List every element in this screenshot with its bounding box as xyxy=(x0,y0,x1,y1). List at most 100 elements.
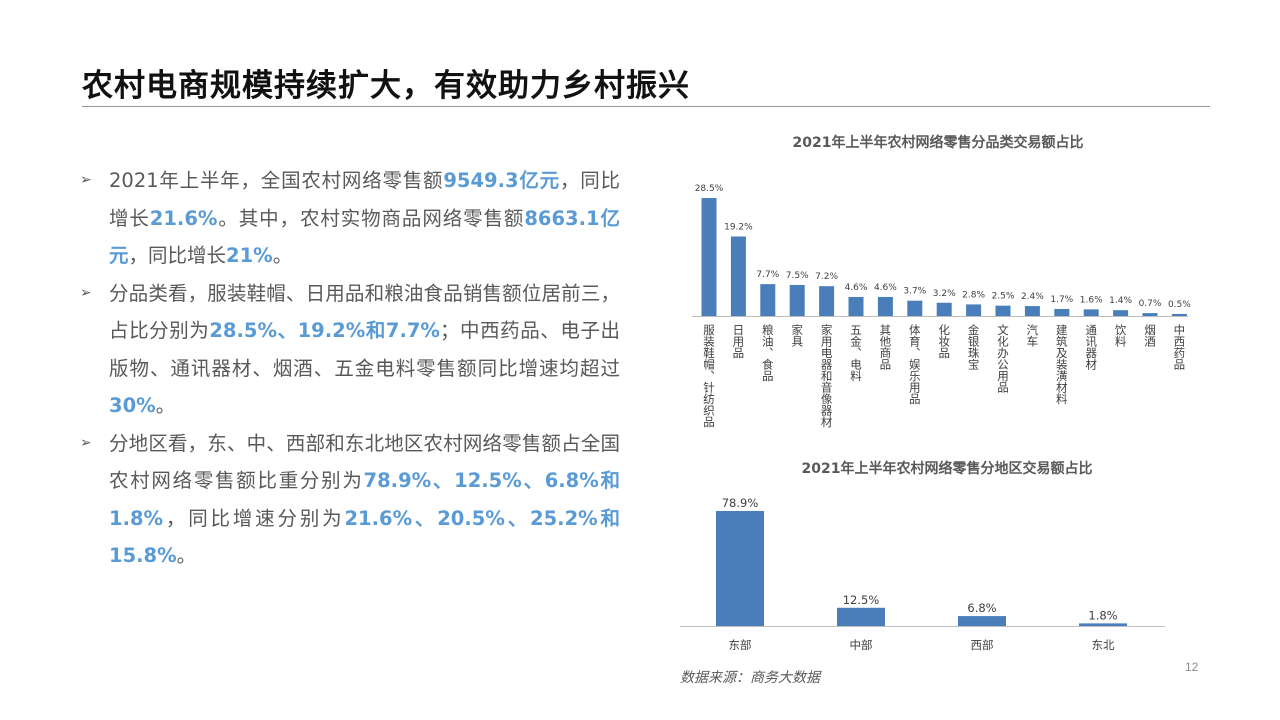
region-chart-title: 2021年上半年农村网络零售分地区交易额占比 xyxy=(802,460,1093,477)
highlight-text: 21.6% xyxy=(149,206,218,230)
bullet-list: ➢ 2021年上半年，全国农村网络零售额9549.3亿元，同比增长21.6%。其… xyxy=(80,162,620,575)
category-bar xyxy=(966,304,982,316)
category-data-label: 2.8% xyxy=(962,290,985,300)
category-data-label: 1.6% xyxy=(1080,295,1103,305)
category-tick-label: 建筑及装潢材料 xyxy=(1055,323,1069,405)
category-bar xyxy=(730,236,746,316)
category-bar xyxy=(907,300,923,316)
category-data-label: 0.5% xyxy=(1168,300,1191,310)
bullet-text: 分地区看，东、中、西部和东北地区农村网络零售额占全国农村网络零售额比重分别为78… xyxy=(109,432,620,568)
category-data-label: 3.2% xyxy=(933,289,956,299)
category-tick-label: 文化办公用品 xyxy=(996,323,1010,393)
category-tick-label: 服装鞋帽、针纺织品 xyxy=(702,324,716,428)
category-tick-label: 通讯器材 xyxy=(1084,324,1098,370)
category-tick-label: 金银珠宝 xyxy=(967,323,981,370)
region-bar xyxy=(837,607,885,626)
data-source-note: 数据来源：商务大数据 xyxy=(680,670,820,686)
category-tick-label: 日用品 xyxy=(731,324,745,359)
bullet-item: ➢ 2021年上半年，全国农村网络零售额9549.3亿元，同比增长21.6%。其… xyxy=(80,162,620,275)
category-bar xyxy=(819,286,835,316)
highlight-text: 30% xyxy=(109,394,156,417)
category-data-label: 1.4% xyxy=(1109,296,1132,306)
highlight-text: 8663.1亿元 xyxy=(109,206,620,268)
category-bar xyxy=(1171,313,1187,316)
category-bar xyxy=(1113,310,1129,316)
category-data-label: 7.5% xyxy=(786,271,809,281)
body-text: ；中西药品、电子出版物、通讯器材、烟酒、五金电料零售额同比增速均超过 xyxy=(109,319,620,380)
region-tick-label: 西部 xyxy=(971,638,994,652)
region-data-label: 12.5% xyxy=(843,593,880,607)
category-tick-label: 饮料 xyxy=(1114,324,1128,348)
category-data-label: 4.6% xyxy=(874,283,897,293)
category-data-label: 7.7% xyxy=(756,270,779,280)
region-data-label: 6.8% xyxy=(967,601,996,615)
highlight-text: 78.9%、12.5%、6.8%和1.8% xyxy=(109,469,620,530)
region-bar xyxy=(958,616,1006,626)
region-bar xyxy=(1079,623,1127,626)
body-text: 。 xyxy=(176,544,197,567)
category-bar-chart: 28.5% 服装鞋帽、针纺织品 19.2% 日用品 7.7% 粮油、食品 7.5% 家具 7.2… xyxy=(692,184,1191,428)
category-data-label: 7.2% xyxy=(815,272,838,282)
bullet-item: ➢ 分品类看，服装鞋帽、日用品和粮油食品销售额位居前三，占比分别为28.5%、1… xyxy=(80,275,620,425)
category-tick-label: 汽车 xyxy=(1025,323,1039,348)
body-text: 。其中，农村实物商品网络零售额 xyxy=(217,206,525,230)
category-bar xyxy=(1142,313,1158,316)
category-bar xyxy=(1054,308,1070,316)
region-data-label: 1.8% xyxy=(1088,608,1117,622)
arrow-bullet-icon: ➢ xyxy=(80,284,92,301)
body-text: 分地区看，东、中、西部和东北地区农村网络零售额占全国农村网络零售额比重分别为 xyxy=(109,431,620,493)
arrow-bullet-icon: ➢ xyxy=(80,434,92,451)
title-divider xyxy=(82,106,1210,107)
category-data-label: 4.6% xyxy=(845,283,868,293)
category-data-label: 1.7% xyxy=(1050,295,1073,305)
category-data-label: 2.4% xyxy=(1021,292,1044,302)
category-bar xyxy=(1024,306,1040,316)
body-text: 分品类看，服装鞋帽、日用品和粮油食品销售额位居前三，占比分别为 xyxy=(109,281,620,343)
category-data-label: 19.2% xyxy=(724,223,753,233)
category-data-label: 2.5% xyxy=(992,292,1015,302)
highlight-text: 21% xyxy=(226,244,273,267)
highlight-text: 28.5%、19.2%和7.7% xyxy=(209,319,440,342)
bullet-text: 分品类看，服装鞋帽、日用品和粮油食品销售额位居前三，占比分别为28.5%、19.… xyxy=(109,282,620,418)
slide-title: 农村电商规模持续扩大，有效助力乡村振兴 xyxy=(82,68,690,104)
category-bar xyxy=(701,198,717,316)
category-data-label: 0.7% xyxy=(1139,299,1162,309)
category-bar xyxy=(848,296,864,316)
category-bar xyxy=(936,302,952,316)
body-text: 。 xyxy=(155,394,176,417)
category-bar xyxy=(760,284,776,316)
highlight-text: 21.6%、20.5%、25.2%和15.8% xyxy=(109,506,620,568)
region-bar xyxy=(716,511,764,626)
category-tick-label: 家用电器和音像器材 xyxy=(820,323,834,427)
body-text: ，同比增速分别为 xyxy=(163,506,345,530)
category-tick-label: 粮油、食品 xyxy=(761,323,775,381)
category-bar xyxy=(877,296,893,316)
region-tick-label: 中部 xyxy=(850,638,873,652)
category-tick-label: 中西药品 xyxy=(1172,324,1186,370)
region-tick-label: 东北 xyxy=(1092,638,1115,652)
arrow-bullet-icon: ➢ xyxy=(80,172,92,188)
category-tick-label: 其他商品 xyxy=(878,324,892,370)
highlight-text: 9549.3亿元 xyxy=(443,169,560,192)
bullet-item: ➢ 分地区看，东、中、西部和东北地区农村网络零售额占全国农村网络零售额比重分别为… xyxy=(80,425,620,575)
category-data-label: 3.7% xyxy=(903,287,926,297)
bullet-text: 2021年上半年，全国农村网络零售额9549.3亿元，同比增长21.6%。其中，… xyxy=(109,169,620,267)
body-text: ，同比增长 xyxy=(109,169,620,230)
category-bar xyxy=(789,284,805,316)
body-text: 2021年上半年，全国农村网络零售额 xyxy=(109,169,444,192)
body-text: 。 xyxy=(272,244,293,267)
page-number: 12 xyxy=(1185,660,1199,674)
category-tick-label: 化妆品 xyxy=(937,323,951,358)
region-tick-label: 东部 xyxy=(729,638,752,652)
category-bar xyxy=(995,305,1011,316)
category-tick-label: 家具 xyxy=(790,323,804,347)
region-bar-chart: 78.9% 东部 12.5% 中部 6.8% 西部 1.8% 东北 xyxy=(680,496,1165,652)
body-text: ，同比增长 xyxy=(128,244,227,267)
category-tick-label: 烟酒 xyxy=(1143,323,1157,348)
category-tick-label: 体育、娱乐用品 xyxy=(908,323,922,404)
category-tick-label: 五金、电料 xyxy=(849,324,863,382)
category-data-label: 28.5% xyxy=(695,184,724,194)
region-data-label: 78.9% xyxy=(722,496,759,510)
category-chart-title: 2021年上半年农村网络零售分品类交易额占比 xyxy=(793,134,1084,151)
